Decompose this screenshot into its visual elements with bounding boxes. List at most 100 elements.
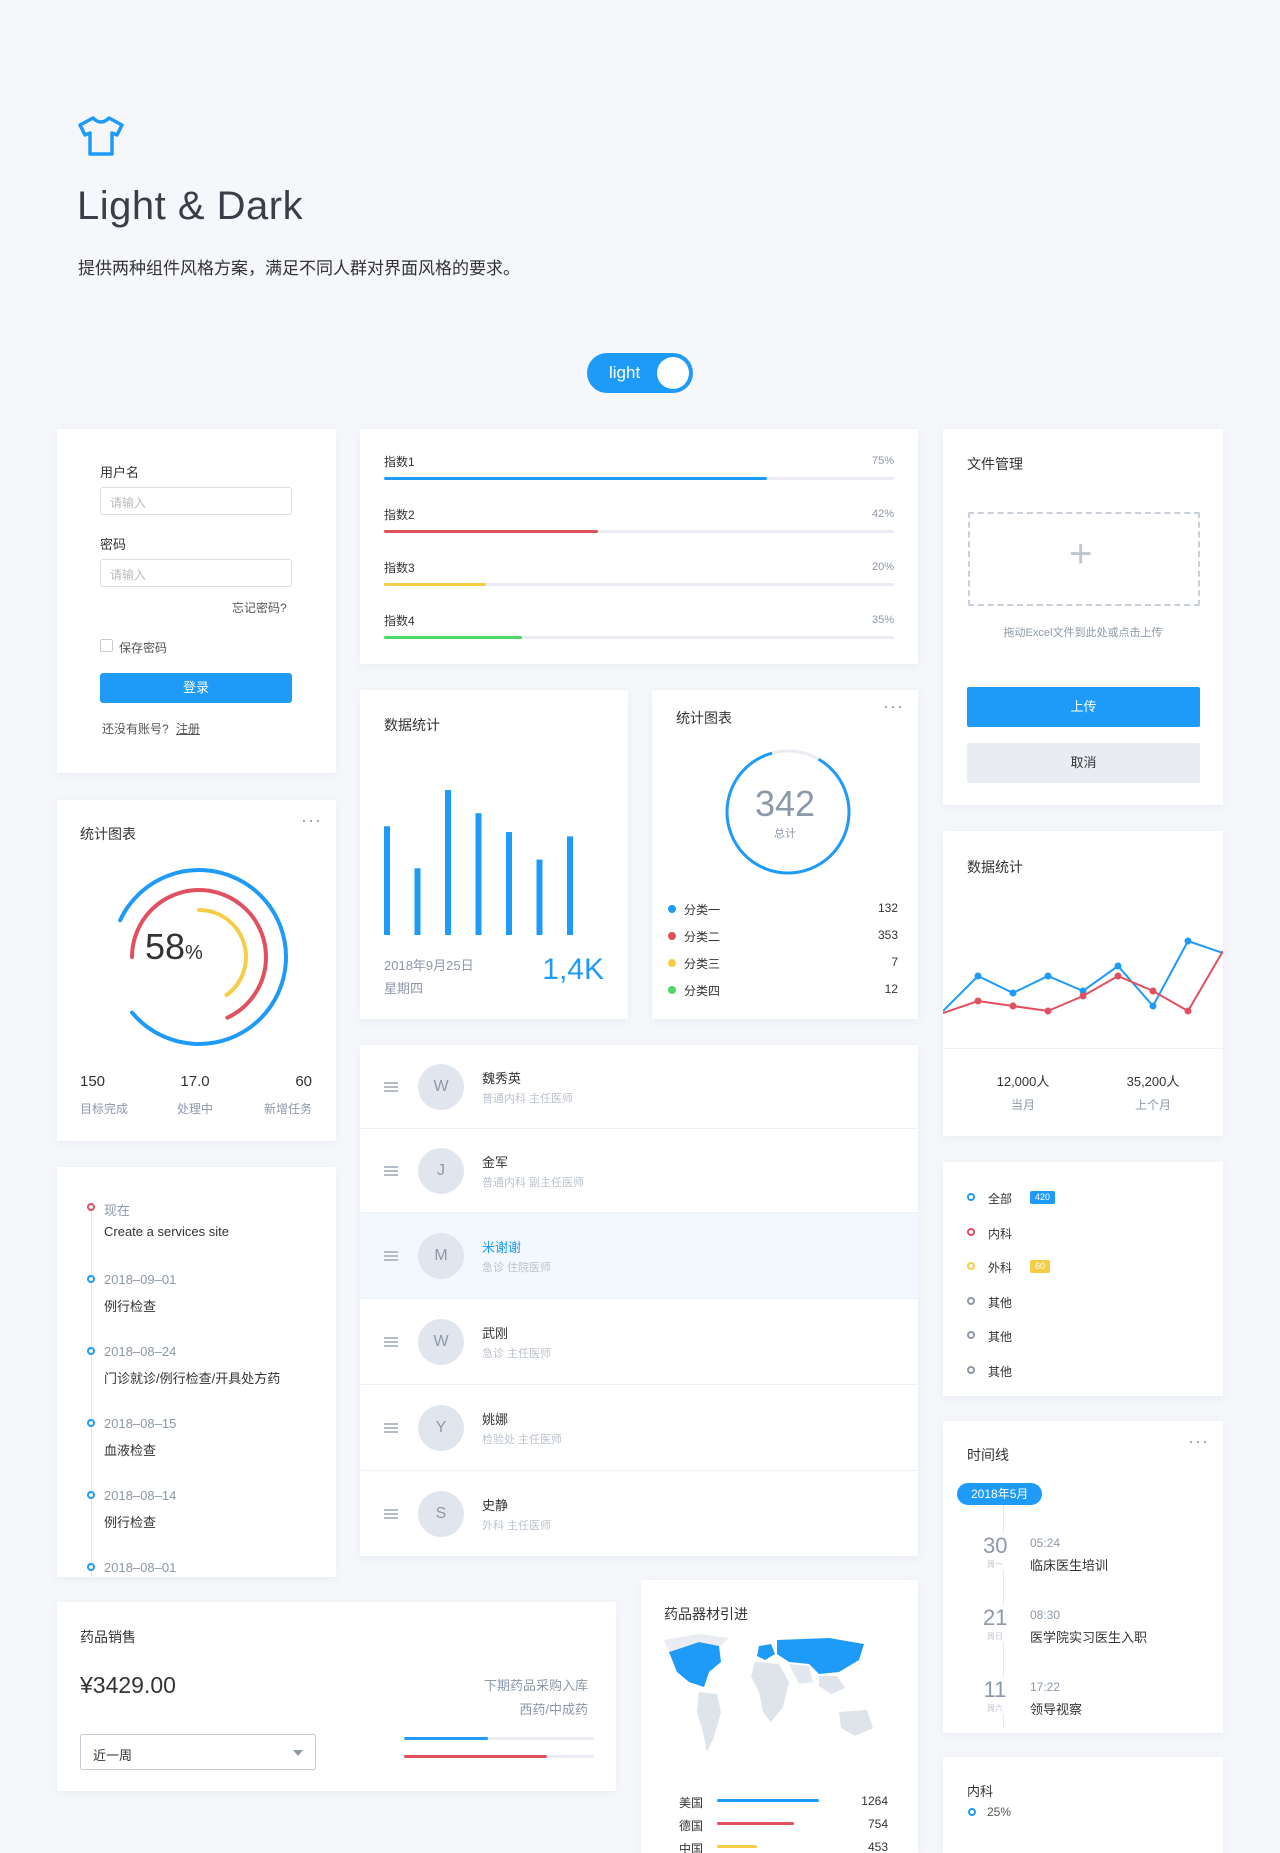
history-timeline-card: 现在 Create a services site 2018–09–01 例行检查 20… <box>57 1167 336 1577</box>
country-value: 1264 <box>861 1794 888 1808</box>
more-icon[interactable]: ··· <box>1188 1431 1209 1451</box>
country-bar-track <box>717 1845 837 1848</box>
drag-handle-icon[interactable] <box>384 1337 398 1347</box>
timeline-title: 时间线 <box>967 1447 1009 1463</box>
filter-dot <box>967 1262 975 1270</box>
event-text: 领导视察 <box>1030 1702 1083 1717</box>
doctor-row[interactable]: W 魏秀英 普通内科 主任医师 <box>360 1045 918 1129</box>
legend-name: 分类二 <box>684 930 721 944</box>
filter-item[interactable]: 其他 <box>943 1362 1223 1382</box>
tshirt-icon <box>76 114 126 158</box>
status-dot <box>968 1808 976 1816</box>
password-input[interactable]: 请输入 <box>100 559 292 587</box>
bar-stats-title: 数据统计 <box>384 717 440 733</box>
doctor-row[interactable]: W 武刚 急诊 主任医师 <box>360 1299 918 1385</box>
drag-handle-icon[interactable] <box>384 1251 398 1261</box>
no-account-text: 还没有账号? <box>102 722 169 736</box>
period-select[interactable]: 近一周 <box>80 1734 316 1770</box>
event-time: 08:30 <box>1030 1608 1061 1622</box>
doctor-row[interactable]: S 史静 外科 主任医师 <box>360 1471 918 1556</box>
login-card: 用户名 请输入 密码 请输入 忘记密码? 保存密码 登录 还没有账号? 注册 <box>57 429 336 773</box>
password-label: 密码 <box>100 537 127 552</box>
doctor-row[interactable]: Y 姚娜 检验处 主任医师 <box>360 1385 918 1471</box>
doctor-name: 魏秀英 <box>482 1071 522 1086</box>
row-divider <box>360 1212 918 1213</box>
avatar: S <box>418 1490 464 1537</box>
sales-title: 药品销售 <box>80 1629 136 1645</box>
legend-dot <box>668 986 676 994</box>
filter-label: 全部 <box>988 1192 1013 1206</box>
filter-item[interactable]: 全部 420 <box>943 1189 1223 1209</box>
filter-item[interactable]: 其他 <box>943 1327 1223 1347</box>
drag-handle-icon[interactable] <box>384 1082 398 1092</box>
country-bar-fill <box>717 1845 757 1848</box>
bar-stats-card: 数据统计 2018年9月25日 星期四 1,4K <box>360 690 628 1019</box>
line-series <box>943 939 1223 1012</box>
drag-handle-icon[interactable] <box>384 1423 398 1433</box>
timeline-dot <box>87 1491 95 1499</box>
timeline-date: 2018–09–01 <box>104 1272 177 1287</box>
filter-label: 其他 <box>988 1330 1013 1344</box>
country-bar-track <box>717 1822 837 1825</box>
stat-label: 处理中 <box>176 1102 213 1116</box>
event-day: 30 <box>983 1533 1008 1559</box>
doctor-department: 检验处 主任医师 <box>482 1434 563 1446</box>
drug-sales-card: 药品销售 ¥3429.00 近一周 下期药品采购入库 西药/中成药 <box>57 1602 616 1791</box>
filter-item[interactable]: 内科 <box>943 1224 1223 1244</box>
drag-handle-icon[interactable] <box>384 1508 398 1519</box>
more-icon[interactable]: ··· <box>883 696 904 716</box>
theme-toggle[interactable]: light <box>587 353 693 393</box>
legend-name: 分类三 <box>684 957 721 971</box>
doctor-row[interactable]: J 金军 普通内科 副主任医师 <box>360 1129 918 1213</box>
filter-label: 其他 <box>988 1364 1013 1379</box>
map-title: 药品器材引进 <box>664 1606 748 1622</box>
upload-dropzone[interactable]: + <box>968 512 1200 606</box>
doctor-row[interactable]: M 米谢谢急诊 住院医师 <box>360 1213 918 1299</box>
line-point <box>1184 1007 1192 1015</box>
upload-button[interactable]: 上传 <box>967 687 1200 727</box>
more-icon[interactable]: ··· <box>301 810 322 830</box>
legend-dot <box>668 959 676 967</box>
toggle-knob <box>657 357 689 389</box>
doctor-department: 急诊 主任医师 <box>482 1348 552 1360</box>
legend-name: 分类一 <box>684 903 721 917</box>
remember-checkbox[interactable] <box>100 639 113 652</box>
filter-item[interactable]: 外科 60 <box>943 1258 1223 1278</box>
last-month-label: 上个月 <box>1134 1098 1171 1112</box>
drag-handle-icon[interactable] <box>384 1166 398 1176</box>
cancel-button[interactable]: 取消 <box>967 743 1200 783</box>
country-bar-track <box>717 1799 837 1802</box>
timeline-text: 血液检查 <box>104 1443 157 1458</box>
filter-dot <box>967 1193 975 1201</box>
donut-total-label: 总计 <box>774 828 796 840</box>
progress-fill <box>384 477 767 480</box>
progress-track <box>384 477 894 480</box>
timeline-date: 2018–08–15 <box>104 1416 177 1431</box>
avatar: M <box>418 1233 464 1279</box>
line-point <box>1079 992 1087 1000</box>
sales-bar-track <box>404 1755 594 1758</box>
bar <box>506 832 512 935</box>
doctor-department: 外科 主任医师 <box>482 1519 552 1532</box>
filter-item[interactable]: 其他 <box>943 1293 1223 1313</box>
register-link[interactable]: 注册 <box>176 722 201 736</box>
line-point <box>1009 1002 1017 1010</box>
forgot-password-link[interactable]: 忘记密码? <box>232 601 287 615</box>
ring-arc <box>150 908 248 1006</box>
bar <box>384 826 390 935</box>
timeline-text: 例行检查 <box>104 1515 157 1530</box>
doctor-name: 武刚 <box>482 1326 509 1341</box>
line-point <box>1184 937 1192 945</box>
donut-title: 统计图表 <box>676 710 732 726</box>
current-month-label: 当月 <box>1010 1098 1035 1112</box>
sales-bar-track <box>404 1737 594 1740</box>
login-button[interactable]: 登录 <box>100 673 292 703</box>
doctor-department: 急诊 住院医师 <box>482 1262 552 1274</box>
username-input[interactable]: 请输入 <box>100 487 292 515</box>
doctor-name: 米谢谢 <box>482 1240 522 1255</box>
page-subtitle: 提供两种组件风格方案，满足不同人群对界面风格的要求。 <box>78 259 520 278</box>
current-month-value: 12,000人 <box>996 1074 1050 1089</box>
filter-label: 外科 <box>988 1261 1013 1275</box>
line-chart <box>943 937 1223 1015</box>
timeline-date: 2018–08–01 <box>104 1560 177 1575</box>
